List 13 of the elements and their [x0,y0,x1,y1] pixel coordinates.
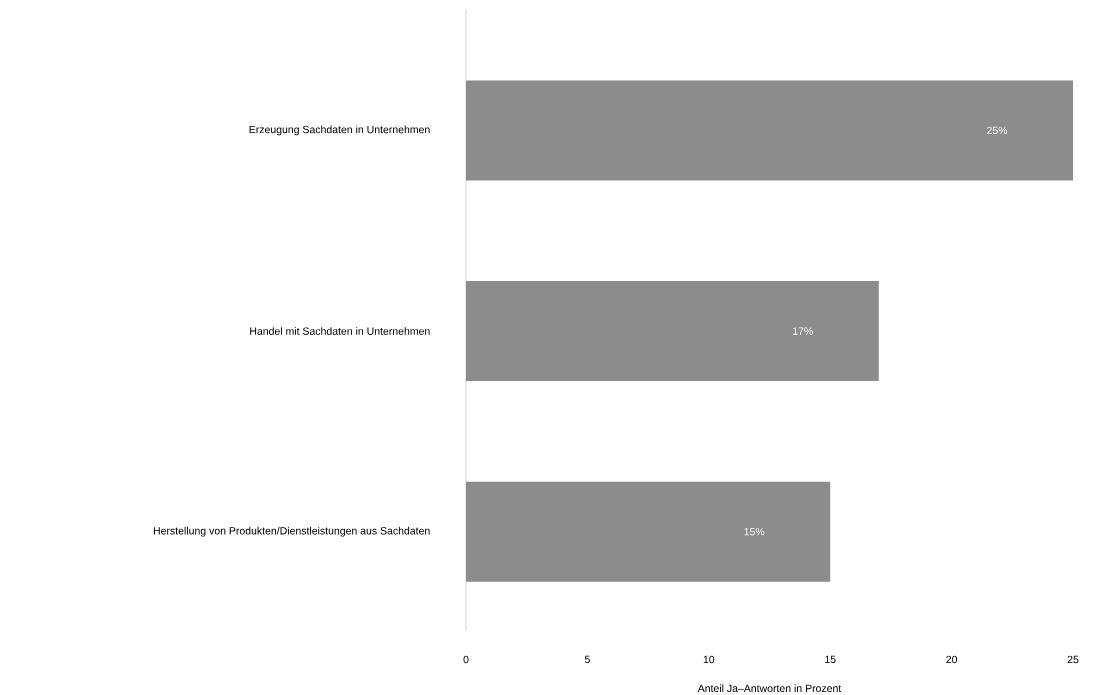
data-label: 25% [987,126,1008,135]
x-tick-label: 5 [584,655,590,664]
x-tick-label: 0 [463,655,469,664]
data-label: 17% [793,327,813,335]
x-tick-label: 20 [946,655,958,664]
x-tick-label: 10 [703,655,715,664]
y-tick-label: Erzeugung Sachdaten in Unternehmen [249,125,430,136]
y-tick-label: Handel mit Sachdaten in Unternehmen [250,327,430,335]
x-axis-title: Anteil Ja–Antworten in Prozent [697,684,842,693]
data-label: 15% [744,528,765,536]
y-tick-label: Herstellung von Produkten/Dienstleistungen aus Sachdaten [153,526,430,537]
x-tick-label: 15 [825,655,836,664]
x-tick-label: 25 [1067,655,1079,664]
